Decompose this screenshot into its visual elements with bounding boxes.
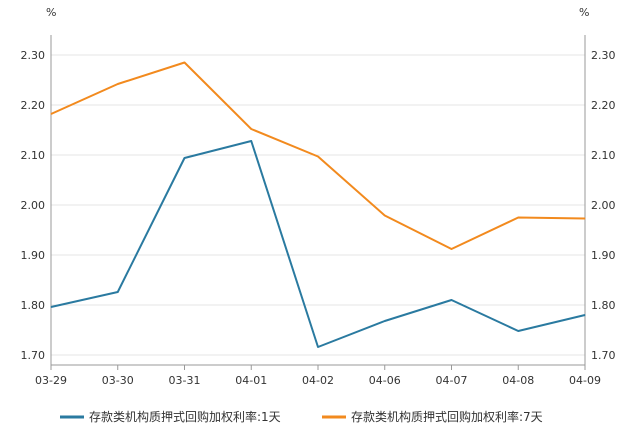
data-point xyxy=(184,157,185,159)
x-tick-label: 03-31 xyxy=(169,374,201,387)
y-tick-label-right: 1.80 xyxy=(591,299,616,312)
axes: 1.70 1.70 1.80 1.80 1.90 1.90 2.00 2.00 2.10 2.10… xyxy=(21,35,616,387)
legend: 存款类机构质押式回购加权利率:1天 存款类机构质押式回购加权利率:7天 xyxy=(60,409,543,424)
x-tick-label: 04-01 xyxy=(235,374,267,387)
y-tick-label-left: 2.30 xyxy=(21,49,46,62)
data-point xyxy=(451,299,452,301)
legend-label: 存款类机构质押式回购加权利率:1天 xyxy=(89,409,281,424)
left-axis-unit: % xyxy=(46,6,56,19)
y-tick-label-right: 1.70 xyxy=(591,349,616,362)
data-point xyxy=(584,218,586,219)
x-tick-label: 04-06 xyxy=(369,374,401,387)
data-point xyxy=(317,346,319,348)
x-tick-label: 04-08 xyxy=(502,374,534,387)
grid-lines xyxy=(51,54,585,356)
data-point xyxy=(317,156,319,157)
data-point xyxy=(584,314,586,316)
y-tick-label-left: 2.20 xyxy=(21,99,46,112)
x-tick-label: 04-02 xyxy=(302,374,334,387)
series-line-2 xyxy=(50,61,586,250)
data-point xyxy=(250,140,252,142)
y-tick-label-left: 2.00 xyxy=(21,199,46,212)
data-point xyxy=(117,83,119,85)
right-axis-unit: % xyxy=(579,6,589,19)
y-tick-label-left: 1.80 xyxy=(21,299,46,312)
data-point xyxy=(117,291,119,293)
y-tick-label-left: 1.70 xyxy=(21,349,46,362)
series-line-1 xyxy=(50,140,586,348)
x-tick-label: 04-07 xyxy=(436,374,468,387)
data-point xyxy=(384,320,386,322)
x-tick-label: 03-29 xyxy=(35,374,67,387)
y-tick-label-right: 2.10 xyxy=(591,149,616,162)
data-point xyxy=(50,113,52,115)
data-point xyxy=(250,128,252,130)
data-point xyxy=(184,62,185,63)
y-tick-label-left: 2.10 xyxy=(21,149,46,162)
data-point xyxy=(50,306,52,308)
y-tick-label-right: 2.20 xyxy=(591,99,616,112)
series-lines xyxy=(50,61,586,348)
data-point xyxy=(517,217,519,218)
y-tick-label-right: 2.30 xyxy=(591,49,616,62)
x-tick-label: 04-09 xyxy=(569,374,601,387)
y-tick-label-right: 1.90 xyxy=(591,249,616,262)
data-point xyxy=(451,248,452,250)
y-tick-label-left: 1.90 xyxy=(21,249,46,262)
x-tick-label: 03-30 xyxy=(102,374,134,387)
y-tick-label-right: 2.00 xyxy=(591,199,616,212)
data-point xyxy=(517,330,519,332)
legend-label: 存款类机构质押式回购加权利率:7天 xyxy=(351,409,543,424)
data-point xyxy=(384,215,386,216)
